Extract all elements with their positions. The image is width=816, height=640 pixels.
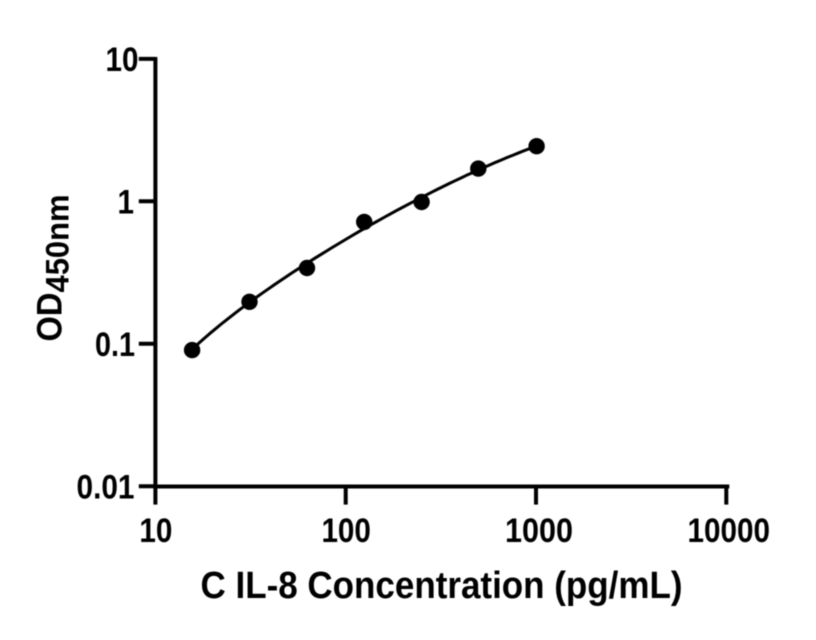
svg-text:450nm: 450nm: [39, 195, 75, 293]
svg-text:0.01: 0.01: [77, 469, 135, 507]
svg-text:100: 100: [321, 512, 371, 550]
svg-text:0.1: 0.1: [95, 326, 135, 364]
svg-text:10000: 10000: [688, 512, 771, 550]
svg-text:1: 1: [118, 184, 135, 222]
svg-text:C IL-8 Concentration (pg/mL): C IL-8 Concentration (pg/mL): [201, 565, 683, 607]
svg-text:10: 10: [106, 41, 139, 79]
svg-text:10: 10: [139, 512, 172, 550]
svg-text:1000: 1000: [505, 512, 573, 550]
svg-text:OD: OD: [31, 293, 70, 342]
